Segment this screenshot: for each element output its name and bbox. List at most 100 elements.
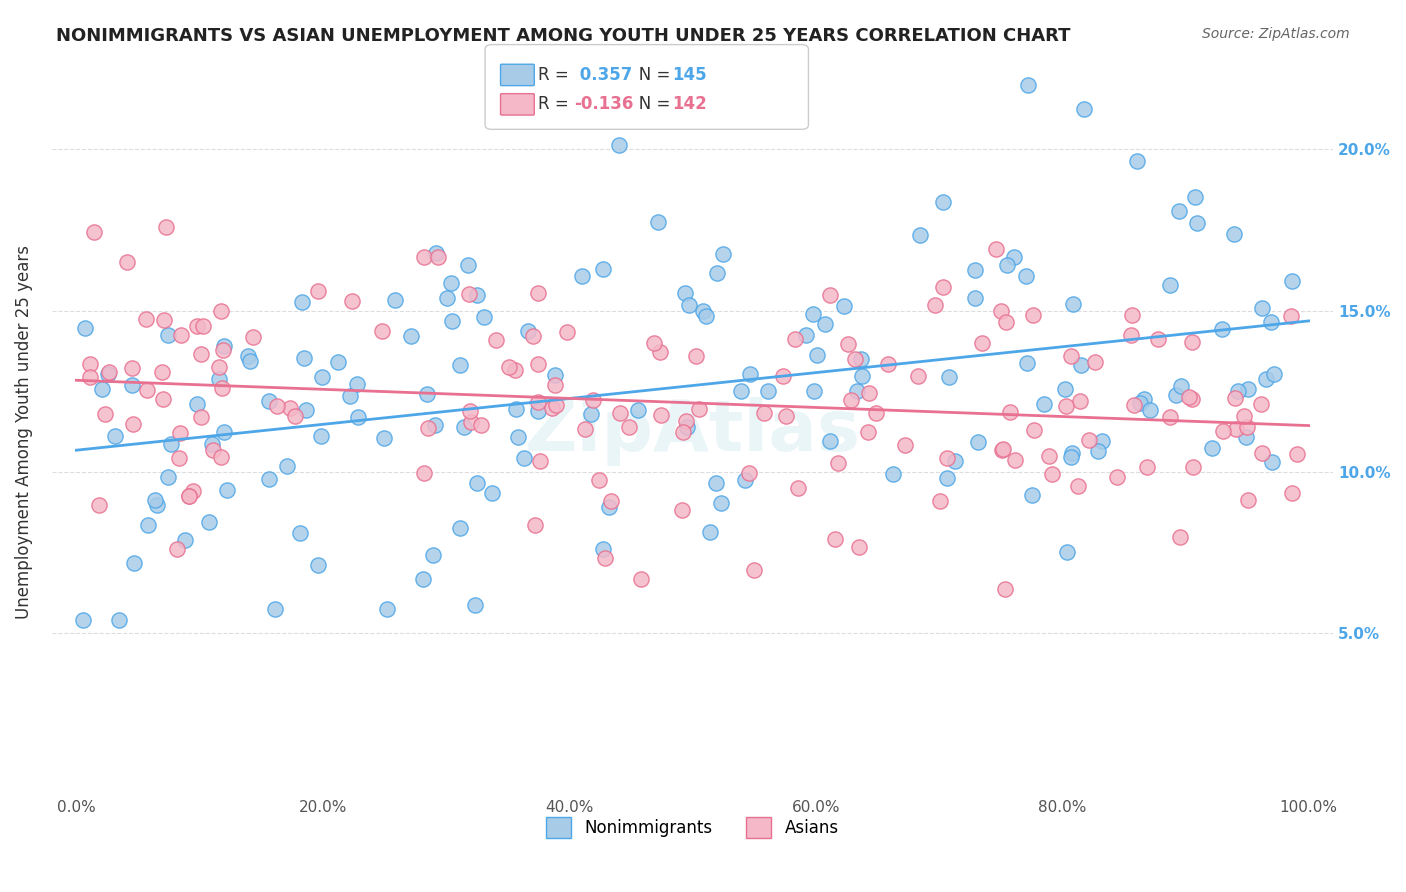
Point xyxy=(617,419,640,434)
Point xyxy=(1251,446,1274,460)
Point xyxy=(257,472,280,486)
Point xyxy=(936,471,959,485)
Point xyxy=(174,533,197,547)
Point xyxy=(851,369,873,384)
Point xyxy=(422,548,444,562)
Point xyxy=(375,601,398,615)
Point xyxy=(1059,349,1081,363)
Point xyxy=(814,318,837,332)
Point xyxy=(1250,397,1272,411)
Point xyxy=(1281,485,1303,500)
Point xyxy=(688,402,710,417)
Point xyxy=(152,392,174,407)
Legend: Nonimmigrants, Asians: Nonimmigrants, Asians xyxy=(540,811,845,845)
Point xyxy=(824,532,846,546)
Point xyxy=(472,310,495,325)
Point xyxy=(1182,459,1205,474)
Point xyxy=(201,437,224,451)
Point xyxy=(630,572,652,586)
Point xyxy=(1062,297,1084,311)
Point xyxy=(1107,470,1129,484)
Point xyxy=(1225,422,1247,436)
Point xyxy=(481,486,503,500)
Text: Source: ZipAtlas.com: Source: ZipAtlas.com xyxy=(1202,27,1350,41)
Point xyxy=(1056,545,1078,559)
Point xyxy=(457,258,479,272)
Point xyxy=(963,263,986,277)
Point xyxy=(1073,102,1095,116)
Point xyxy=(544,377,567,392)
Point xyxy=(190,347,212,361)
Point xyxy=(588,473,610,487)
Point xyxy=(803,384,825,398)
Point xyxy=(1177,390,1199,404)
Point xyxy=(818,288,841,302)
Point xyxy=(1185,216,1208,230)
Point xyxy=(498,359,520,374)
Point xyxy=(295,402,318,417)
Point xyxy=(1002,251,1025,265)
Point xyxy=(672,425,695,440)
Point xyxy=(209,450,232,464)
Point xyxy=(1237,382,1260,396)
Point xyxy=(796,328,818,343)
Point xyxy=(972,336,994,351)
Point xyxy=(704,476,727,491)
Point xyxy=(276,459,298,474)
Point xyxy=(190,410,212,425)
Point xyxy=(458,403,481,417)
Point xyxy=(121,360,143,375)
Point xyxy=(153,312,176,326)
Point xyxy=(856,425,879,439)
Point xyxy=(211,380,233,394)
Point xyxy=(995,315,1018,329)
Point xyxy=(527,404,550,418)
Point xyxy=(1070,358,1092,372)
Point xyxy=(943,454,966,468)
Point xyxy=(841,392,863,407)
Point xyxy=(787,481,810,495)
Point xyxy=(90,382,112,396)
Point xyxy=(208,372,231,386)
Point xyxy=(94,407,117,421)
Text: N =: N = xyxy=(623,66,675,84)
Point xyxy=(426,250,449,264)
Point xyxy=(523,518,546,533)
Point xyxy=(627,402,650,417)
Point xyxy=(706,266,728,280)
Point xyxy=(1181,392,1204,407)
Point xyxy=(340,293,363,308)
Point xyxy=(894,438,917,452)
Point xyxy=(186,319,208,334)
Point xyxy=(1159,278,1181,293)
Point xyxy=(990,442,1012,457)
Point xyxy=(266,400,288,414)
Point xyxy=(754,406,776,420)
Point xyxy=(160,436,183,450)
Point xyxy=(121,378,143,392)
Point xyxy=(72,614,94,628)
Point xyxy=(1040,467,1063,482)
Point xyxy=(673,285,696,300)
Point xyxy=(412,250,434,264)
Text: 142: 142 xyxy=(672,95,707,113)
Point xyxy=(170,327,193,342)
Point xyxy=(506,430,529,444)
Point xyxy=(440,276,463,290)
Point xyxy=(211,343,233,357)
Point xyxy=(1201,441,1223,455)
Point xyxy=(513,451,536,466)
Point xyxy=(671,502,693,516)
Point xyxy=(1212,424,1234,438)
Point xyxy=(425,417,447,432)
Point xyxy=(1251,301,1274,315)
Point xyxy=(1236,420,1258,434)
Point xyxy=(1159,410,1181,425)
Point xyxy=(557,325,579,339)
Point xyxy=(1211,321,1233,335)
Point xyxy=(143,493,166,508)
Point xyxy=(1168,531,1191,545)
Point xyxy=(291,294,314,309)
Point xyxy=(699,524,721,539)
Point xyxy=(485,334,508,348)
